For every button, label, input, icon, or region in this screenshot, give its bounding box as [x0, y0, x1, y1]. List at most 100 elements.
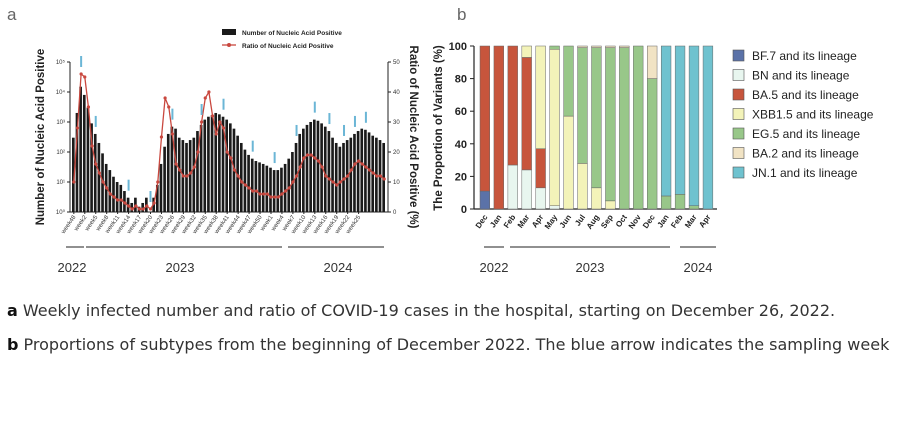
panel-a-bar: [250, 158, 254, 212]
panel-a-ratio-point: [101, 180, 105, 184]
panel-a-ratio-point: [262, 192, 266, 196]
panel-b-bar-segment: [549, 205, 560, 210]
panel-a-bar: [283, 163, 287, 212]
panel-a-bar: [203, 119, 207, 212]
panel-a-ratio-point: [79, 72, 83, 76]
panel-a-ratio-point: [207, 90, 211, 94]
panel-b-legend-swatch: [732, 166, 745, 179]
panel-a-ratio-point: [210, 114, 215, 118]
panel-a-ytick-label: 10⁵: [56, 59, 66, 66]
panel-b-legend-label: BA.2 and its lineage: [752, 147, 859, 161]
panel-a-bar: [210, 115, 214, 212]
panel-a-bar: [287, 158, 291, 212]
panel-b-bar-segment: [563, 45, 574, 117]
panel-a-ratio-point: [141, 207, 145, 211]
panel-a-bar: [331, 137, 334, 212]
panel-a-bar: [174, 128, 177, 212]
panel-b-bar-segment: [605, 47, 616, 202]
panel-a-bar: [298, 133, 302, 212]
panel-a-ratio-point: [342, 177, 346, 181]
panel-a-ratio-point: [265, 192, 269, 196]
panel-b-bar-segment: [563, 115, 574, 210]
panel-a-bar: [75, 112, 79, 212]
panel-a-bar: [367, 132, 371, 212]
panel-a-ratio-point: [232, 168, 237, 172]
panel-a-ratio-point: [214, 132, 218, 136]
panel-a-sampling-arrow: [222, 98, 225, 110]
panel-a-ratio-point: [360, 162, 364, 166]
panel-a-ratio-point: [367, 168, 372, 172]
panel-a-bar: [196, 131, 199, 212]
panel-a-ratio-point: [349, 168, 353, 172]
panel-a-label: a: [7, 5, 17, 24]
panel-a-bar: [97, 142, 101, 212]
panel-b-year-label: 2023: [576, 260, 605, 275]
panel-a-sampling-arrow: [149, 191, 152, 202]
panel-b-xtick-label: Sep: [599, 213, 615, 230]
panel-a-y2tick-label: 20: [393, 150, 400, 156]
panel-a-bar: [93, 133, 97, 212]
panel-a-ratio-point: [200, 120, 204, 124]
panel-b-bar-segment: [535, 187, 546, 210]
panel-a-ratio-point: [258, 192, 262, 196]
panel-a-bar: [199, 124, 203, 212]
panel-b-bar-segment: [549, 49, 560, 206]
panel-a-ratio-point: [137, 207, 142, 211]
panel-b-legend-label: XBB1.5 and its lineage: [752, 108, 874, 122]
panel-b-bar-segment: [493, 45, 504, 210]
panel-b-legend-swatch: [732, 147, 745, 159]
panel-a-ratio-point: [316, 159, 321, 163]
panel-a-ratio-point: [148, 207, 153, 211]
panel-b-bar-segment: [577, 163, 588, 210]
panel-a-ratio-point: [192, 165, 196, 169]
panel-b-xtick-label: Feb: [502, 213, 518, 230]
panel-a-bar: [364, 129, 367, 212]
panel-a-sampling-arrow: [273, 152, 276, 164]
panel-b-xtick-label: Jan: [655, 213, 670, 230]
chart-canvas: a Number of Nucleic Acid Positive Ratio of…: [7, 5, 874, 275]
panel-a-bar: [309, 122, 312, 212]
panel-a-ratio-point: [331, 180, 335, 184]
panel-a-ratio-point: [116, 198, 120, 202]
panel-b-xtick-label: Jan: [488, 213, 503, 230]
panel-a-sampling-arrow: [353, 115, 356, 127]
panel-b-legend-label: BF.7 and its lineage: [752, 49, 857, 63]
panel-b-bar-segment: [619, 47, 630, 210]
panel-b-xtick-label: Aug: [585, 213, 601, 231]
panel-a-ytick-label: 10¹: [56, 180, 65, 186]
panel-a-ratio-point: [170, 132, 175, 136]
panel-b-bar-segment: [688, 205, 700, 210]
panel-a-ratio-point: [112, 195, 116, 199]
panel-a-bar: [305, 124, 309, 212]
panel-a-legend-line-label: Ratio of Nucleic Acid Positive: [242, 43, 334, 50]
panel-a-ratio-point: [353, 162, 357, 166]
panel-a-ratio-point: [371, 171, 375, 175]
panel-a-bar: [82, 94, 86, 212]
panel-b-bar-segment: [521, 57, 532, 171]
panel-b-bar-segment: [647, 78, 658, 210]
panel-b-xtick-label: Jun: [558, 213, 574, 230]
panel-a-ratio-point: [283, 189, 288, 193]
panel-a-ratio-point: [126, 204, 131, 208]
panel-b-bar-segment: [521, 45, 532, 58]
panel-a-ratio-point: [123, 201, 127, 205]
panel-a-ratio-point: [338, 180, 342, 184]
panel-a-bar: [79, 86, 82, 212]
panel-a-bar: [72, 137, 75, 212]
panel-b-year-label: 2024: [684, 260, 713, 275]
panel-a-ratio-point: [305, 153, 310, 157]
panel-a-y2tick-label: 10: [393, 180, 400, 186]
panel-a-bar: [276, 170, 280, 212]
panel-b-ytick-label: 0: [461, 204, 467, 216]
panel-b-ytick-label: 40: [455, 139, 467, 151]
panel-a-ratio-point: [335, 183, 339, 187]
panel-a-bar: [334, 142, 338, 212]
panel-b-bar-segment: [688, 45, 700, 206]
panel-a-bar: [170, 126, 174, 212]
panel-a-bar: [338, 146, 342, 212]
panel-b-bar-segment: [605, 200, 616, 210]
panel-b-legend-label: BA.5 and its lineage: [752, 88, 859, 102]
panel-a-bar: [214, 112, 218, 212]
panel-a-legend-bar-swatch: [222, 29, 236, 35]
panel-a-sampling-arrow: [200, 104, 203, 115]
